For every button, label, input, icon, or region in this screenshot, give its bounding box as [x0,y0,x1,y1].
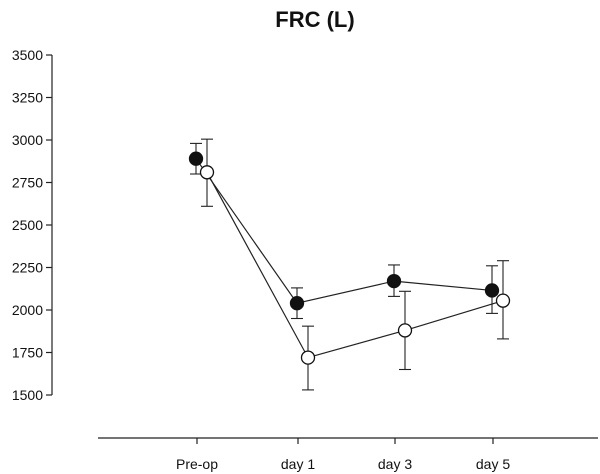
data-point-filled [289,296,305,311]
data-point-open [199,165,215,180]
series-line [206,172,504,359]
y-tick-label: 2000 [12,302,43,318]
series-line [195,158,493,304]
y-tick-label: 2750 [12,175,43,191]
y-tick-label: 3250 [12,90,43,106]
series-layer [188,138,511,391]
y-tick-label: 2500 [12,217,43,233]
y-tick-label: 2250 [12,260,43,276]
data-point-filled [484,283,500,298]
y-tick-label: 1500 [12,387,43,403]
data-point-open [300,350,316,365]
data-point-open [495,293,511,308]
chart-title: FRC (L) [275,7,354,32]
x-tick-label: Pre-op [176,456,218,472]
x-axis: Pre-op day 1 day 3 day 5 [98,437,598,472]
x-tick-label: day 5 [476,456,510,472]
y-axis: 1500 1750 2000 2250 2500 2750 3000 3250 3500 [12,47,53,403]
y-tick-label: 3500 [12,47,43,63]
data-point-filled [188,151,204,166]
data-point-filled [386,273,402,289]
data-point-open [397,323,413,338]
y-tick-label: 3000 [12,132,43,148]
x-tick-label: day 1 [281,456,315,472]
x-tick-label: day 3 [378,456,412,472]
y-tick-label: 1750 [12,345,43,361]
